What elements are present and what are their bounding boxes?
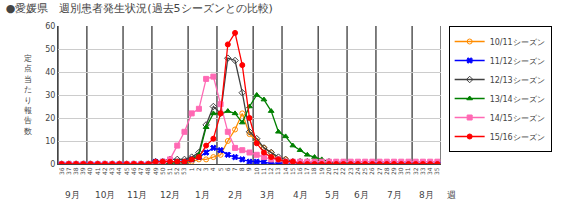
svg-text:53: 53 (180, 167, 187, 175)
svg-text:6月: 6月 (354, 190, 369, 200)
svg-text:定点当たり報告数: 定点当たり報告数 (24, 54, 32, 136)
svg-text:4: 4 (209, 167, 216, 171)
svg-text:36: 36 (58, 167, 65, 175)
svg-text:12/13シーズン: 12/13シーズン (490, 76, 545, 85)
svg-text:8月: 8月 (419, 190, 434, 200)
svg-text:3: 3 (202, 167, 209, 171)
svg-text:9: 9 (245, 167, 252, 171)
svg-text:18: 18 (310, 167, 317, 175)
svg-text:20: 20 (45, 114, 55, 123)
svg-text:12月: 12月 (160, 190, 180, 200)
svg-text:34: 34 (426, 167, 433, 175)
svg-text:11: 11 (260, 167, 267, 175)
svg-text:43: 43 (108, 167, 115, 175)
svg-text:7: 7 (231, 167, 238, 171)
svg-text:5: 5 (217, 167, 224, 171)
svg-text:8: 8 (238, 167, 245, 171)
svg-text:32: 32 (412, 167, 419, 175)
svg-text:9月: 9月 (65, 190, 80, 200)
svg-text:60: 60 (45, 22, 55, 31)
svg-text:3月: 3月 (260, 190, 275, 200)
svg-text:42: 42 (101, 167, 108, 175)
svg-text:52: 52 (173, 167, 180, 175)
svg-text:44: 44 (115, 167, 122, 175)
svg-text:7月: 7月 (387, 190, 402, 200)
svg-text:4月: 4月 (293, 190, 308, 200)
svg-text:49: 49 (152, 167, 159, 175)
svg-text:45: 45 (123, 167, 130, 175)
svg-text:40: 40 (45, 68, 55, 77)
svg-text:50: 50 (45, 45, 55, 54)
svg-text:37: 37 (65, 167, 72, 175)
svg-text:10: 10 (45, 137, 55, 146)
svg-text:28: 28 (383, 167, 390, 175)
svg-text:26: 26 (368, 167, 375, 175)
svg-text:0: 0 (50, 160, 55, 169)
svg-text:12: 12 (267, 167, 274, 175)
svg-text:●愛媛県 週別患者発生状況(過去5シーズンとの比較): ●愛媛県 週別患者発生状況(過去5シーズンとの比較) (6, 2, 273, 15)
svg-text:31: 31 (404, 167, 411, 175)
svg-text:14: 14 (282, 167, 289, 175)
svg-text:30: 30 (45, 91, 55, 100)
svg-text:22: 22 (339, 167, 346, 175)
svg-text:50: 50 (159, 167, 166, 175)
svg-text:51: 51 (166, 167, 173, 175)
svg-text:21: 21 (332, 167, 339, 175)
svg-text:20: 20 (325, 167, 332, 175)
svg-text:14/15シーズン: 14/15シーズン (490, 114, 545, 123)
svg-text:16: 16 (296, 167, 303, 175)
svg-text:38: 38 (72, 167, 79, 175)
svg-text:19: 19 (318, 167, 325, 175)
svg-text:29: 29 (390, 167, 397, 175)
svg-text:13/14シーズン: 13/14シーズン (490, 95, 545, 104)
svg-text:11月: 11月 (127, 190, 147, 200)
svg-text:10/11シーズン: 10/11シーズン (490, 38, 545, 47)
svg-text:11/12シーズン: 11/12シーズン (490, 57, 545, 66)
svg-text:46: 46 (130, 167, 137, 175)
svg-text:週: 週 (447, 190, 456, 200)
svg-text:10: 10 (253, 167, 260, 175)
svg-text:6: 6 (224, 167, 231, 171)
svg-text:1月: 1月 (195, 190, 210, 200)
svg-text:15/16シーズン: 15/16シーズン (490, 133, 545, 142)
svg-text:13: 13 (274, 167, 281, 175)
svg-text:33: 33 (419, 167, 426, 175)
svg-text:23: 23 (347, 167, 354, 175)
svg-text:27: 27 (376, 167, 383, 175)
svg-text:35: 35 (433, 167, 440, 175)
svg-text:41: 41 (94, 167, 101, 175)
svg-text:40: 40 (86, 167, 93, 175)
svg-text:2月: 2月 (228, 190, 243, 200)
svg-text:47: 47 (137, 167, 144, 175)
svg-text:15: 15 (289, 167, 296, 175)
svg-text:2: 2 (195, 167, 202, 171)
svg-text:5月: 5月 (325, 190, 340, 200)
svg-text:48: 48 (144, 167, 151, 175)
svg-text:25: 25 (361, 167, 368, 175)
svg-text:17: 17 (303, 167, 310, 175)
svg-text:39: 39 (79, 167, 86, 175)
svg-text:30: 30 (397, 167, 404, 175)
svg-text:24: 24 (354, 167, 361, 175)
svg-text:10月: 10月 (95, 190, 115, 200)
svg-text:1: 1 (188, 167, 195, 171)
